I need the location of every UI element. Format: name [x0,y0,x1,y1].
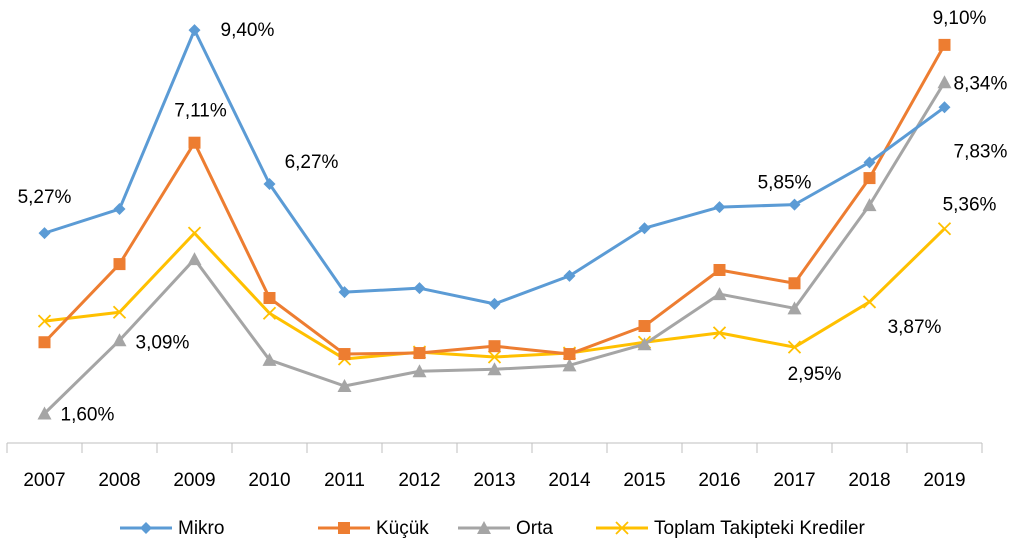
series [38,38,951,361]
marker [788,277,801,290]
marker [262,306,277,320]
data-label: 8,34% [954,73,1008,94]
data-label: 5,27% [18,187,72,208]
marker [863,172,876,185]
marker [262,352,277,366]
data-label: 5,85% [758,173,812,194]
data-label: 3,09% [136,332,190,353]
marker [787,340,802,354]
marker [113,258,126,271]
marker [477,521,491,534]
marker [413,282,426,295]
marker [638,222,651,235]
marker [337,378,352,392]
marker [187,226,202,240]
marker [937,222,952,236]
marker [38,336,51,349]
marker [863,156,876,169]
x-tick-label: 2011 [324,470,365,491]
marker [862,198,877,212]
marker [563,348,576,361]
x-tick-label: 2019 [923,470,965,491]
marker [713,201,726,214]
marker [487,362,502,376]
x-tick-label: 2018 [848,470,890,491]
series [38,24,951,310]
x-tick-label: 2015 [623,470,665,491]
marker [938,101,951,114]
marker [712,326,727,340]
marker [188,136,201,149]
marker [712,287,727,301]
marker [638,320,651,333]
marker [338,348,351,361]
data-label: 9,10% [933,8,987,29]
x-tick-label: 2014 [548,470,591,491]
legend-label: Küçük [376,518,429,539]
marker [112,305,127,319]
data-label: 3,87% [888,317,942,338]
x-tick-label: 2010 [248,470,290,491]
x-tick-label: 2008 [98,470,140,491]
marker [263,177,276,190]
data-label: 9,40% [221,20,275,41]
legend-label: Toplam Takipteki Krediler [654,518,866,539]
marker [263,292,276,305]
series [37,75,952,420]
marker [488,340,501,353]
marker [637,337,652,351]
marker [38,227,51,240]
marker [188,24,201,37]
marker [338,286,351,299]
marker [187,252,202,266]
data-label: 6,27% [285,152,339,173]
x-tick-label: 2012 [398,470,440,491]
data-label: 2,95% [788,364,842,385]
legend-label: Mikro [178,518,224,539]
marker [113,203,126,216]
marker [615,521,629,535]
marker [562,358,577,372]
marker [938,38,951,51]
x-tick-label: 2007 [23,470,65,491]
data-label: 1,60% [61,405,115,426]
data-label: 7,83% [954,141,1008,162]
marker [862,295,877,309]
marker [487,350,502,364]
marker [488,297,501,310]
marker [937,75,952,89]
marker [713,263,726,276]
marker [563,269,576,282]
x-tick-label: 2017 [773,470,815,491]
marker [788,198,801,211]
x-tick-label: 2013 [473,470,515,491]
data-label: 7,11% [174,101,227,122]
data-label: 5,36% [943,195,997,216]
marker [112,333,127,347]
marker [140,522,152,534]
legend-label: Orta [516,518,553,539]
marker [787,301,802,315]
marker [412,364,427,378]
marker [37,406,52,420]
marker [413,347,426,360]
x-tick-label: 2016 [698,470,740,491]
marker [37,314,52,328]
marker [338,522,350,534]
x-tick-label: 2009 [173,470,215,491]
